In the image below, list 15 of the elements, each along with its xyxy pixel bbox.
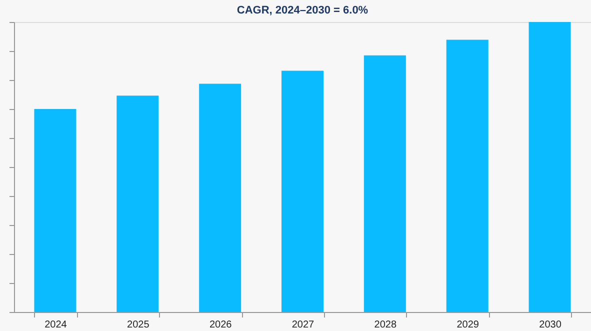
chart-title: CAGR, 2024–2030 = 6.0% xyxy=(236,4,368,16)
bar xyxy=(446,40,488,312)
x-tick-label: 2024 xyxy=(44,320,68,330)
x-tick-label: 2030 xyxy=(539,320,562,330)
bar xyxy=(282,70,324,312)
x-tick-label: 2025 xyxy=(127,320,150,330)
bar xyxy=(199,84,242,312)
bar xyxy=(528,22,571,312)
bar xyxy=(116,96,159,312)
x-tick-label: 2027 xyxy=(292,320,315,330)
bar xyxy=(34,109,76,312)
bar xyxy=(364,55,406,312)
x-tick-label: 2029 xyxy=(456,320,480,330)
x-tick-label: 2026 xyxy=(209,320,232,330)
x-tick-label: 2028 xyxy=(374,320,397,330)
